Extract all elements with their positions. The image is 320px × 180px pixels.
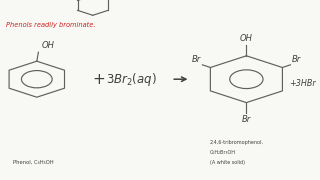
Text: 2,4,6-tribromophenol,: 2,4,6-tribromophenol, (210, 140, 263, 145)
Text: OH: OH (240, 34, 253, 43)
Text: C₆H₂Br₃OH: C₆H₂Br₃OH (210, 150, 236, 155)
Text: Br: Br (242, 115, 251, 124)
Text: +3HBr: +3HBr (289, 79, 316, 88)
Text: (A white solid): (A white solid) (210, 160, 244, 165)
Text: Phenol, C₆H₅OH: Phenol, C₆H₅OH (13, 159, 54, 164)
Text: $3Br_2(aq)$: $3Br_2(aq)$ (106, 71, 156, 88)
Text: Phenols readily brominate.: Phenols readily brominate. (6, 22, 96, 28)
Text: Br: Br (192, 55, 201, 64)
Text: Br: Br (292, 55, 301, 64)
Text: +: + (93, 72, 106, 87)
Text: OH: OH (42, 41, 54, 50)
